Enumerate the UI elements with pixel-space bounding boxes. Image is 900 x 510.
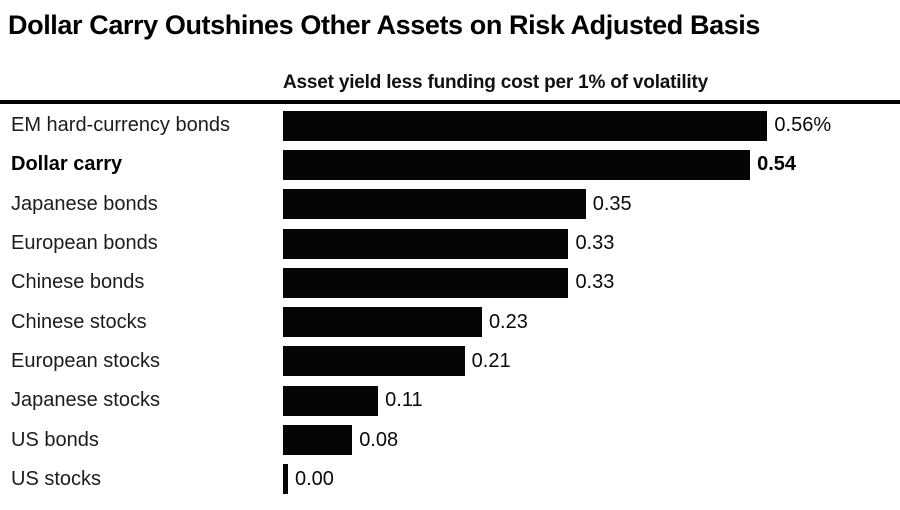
- chart-subtitle: Asset yield less funding cost per 1% of …: [283, 72, 708, 93]
- value-label: 0.21: [471, 349, 511, 372]
- chart-row-em-hard-currency-bonds: EM hard-currency bonds 0.56%: [0, 106, 900, 145]
- chart-row-us-bonds: US bonds 0.08: [0, 420, 900, 459]
- header-rule: [0, 100, 900, 104]
- value-label: 0.11: [385, 389, 423, 412]
- value-label: 0.00: [295, 467, 334, 490]
- category-label: Japanese stocks: [11, 389, 160, 412]
- bar: [283, 307, 482, 338]
- value-label: 0.56%: [774, 114, 832, 137]
- value-label: 0.35: [592, 192, 632, 215]
- value-label: 0.33: [575, 232, 615, 255]
- bar: [283, 464, 288, 495]
- chart-row-european-bonds: European bonds 0.33: [0, 224, 900, 263]
- chart-row-dollar-carry: Dollar carry 0.54: [0, 145, 900, 184]
- bar: [283, 267, 569, 298]
- bar: [283, 110, 768, 141]
- bar: [283, 385, 379, 416]
- bar: [283, 228, 569, 259]
- bar: [283, 425, 353, 456]
- category-label: Dollar carry: [11, 153, 123, 176]
- value-label: 0.08: [359, 428, 399, 451]
- value-label: 0.54: [757, 153, 797, 176]
- bar: [283, 346, 465, 377]
- chart-row-chinese-bonds: Chinese bonds 0.33: [0, 263, 900, 302]
- category-label: European stocks: [11, 349, 160, 372]
- chart-row-european-stocks: European stocks 0.21: [0, 342, 900, 381]
- chart-row-japanese-stocks: Japanese stocks 0.11: [0, 381, 900, 420]
- bar: [283, 149, 751, 180]
- chart-row-chinese-stocks: Chinese stocks 0.23: [0, 302, 900, 341]
- category-label: Japanese bonds: [11, 192, 158, 215]
- category-label: EM hard-currency bonds: [11, 114, 230, 137]
- chart-row-japanese-bonds: Japanese bonds 0.35: [0, 185, 900, 224]
- chart-row-us-stocks: US stocks 0.00: [0, 460, 900, 499]
- bar: [283, 189, 586, 220]
- value-label: 0.23: [488, 310, 528, 333]
- category-label: Chinese bonds: [11, 271, 145, 294]
- category-label: European bonds: [11, 232, 158, 255]
- bar-chart: EM hard-currency bonds 0.56% Dollar carr…: [0, 106, 900, 499]
- chart-title: Dollar Carry Outshines Other Assets on R…: [8, 10, 761, 40]
- category-label: US bonds: [11, 428, 99, 451]
- category-label: US stocks: [11, 467, 102, 490]
- value-label: 0.33: [575, 271, 615, 294]
- category-label: Chinese stocks: [11, 310, 147, 333]
